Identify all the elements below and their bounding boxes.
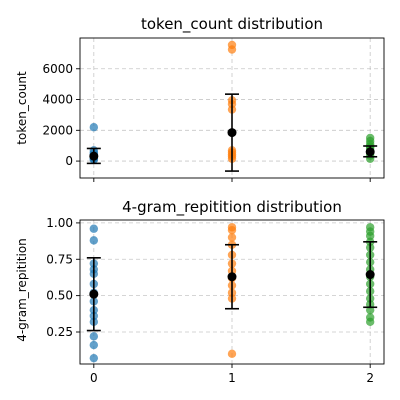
data-point [227,225,237,235]
y-tick-label: 0.75 [46,252,73,266]
y-tick-label: 0 [65,154,73,168]
mean-marker [227,128,237,138]
data-point [365,305,375,315]
data-point [365,231,375,241]
data-point [89,224,99,233]
mean-marker [365,270,375,280]
token-count-panel: token_count distribution token_count 0 20… [15,15,385,182]
y-axis-label: 4-gram_repitition [15,238,29,342]
data-point [365,317,375,327]
mean-marker [227,272,237,282]
data-point [89,236,99,245]
data-point [227,233,237,242]
data-point [89,332,99,341]
y-tick-label: 6000 [42,62,73,76]
plot-area [80,38,384,178]
data-point [89,340,99,350]
y-tick-label: 4000 [42,93,73,107]
y-tick-label: 1.00 [46,216,73,230]
x-tick-label: 2 [366,371,374,385]
chart-title: token_count distribution [141,15,323,34]
y-tick-label: 0.50 [46,289,73,303]
data-point [89,123,99,132]
mean-marker [89,151,99,161]
mean-marker [365,147,375,157]
y-tick-label: 0.25 [46,325,73,339]
data-point [89,353,99,363]
x-tick-label: 1 [228,371,236,385]
data-point [227,45,237,54]
mean-marker [89,289,99,299]
data-point [227,349,237,359]
chart-title: 4-gram_repitition distribution [122,198,342,217]
y-axis-label: token_count [15,71,29,145]
y-tick-label: 2000 [42,123,73,137]
four-gram-panel: 4-gram_repitition distribution 4-gram_re… [15,198,385,385]
plot-area [80,220,384,364]
x-tick-label: 0 [90,371,98,385]
